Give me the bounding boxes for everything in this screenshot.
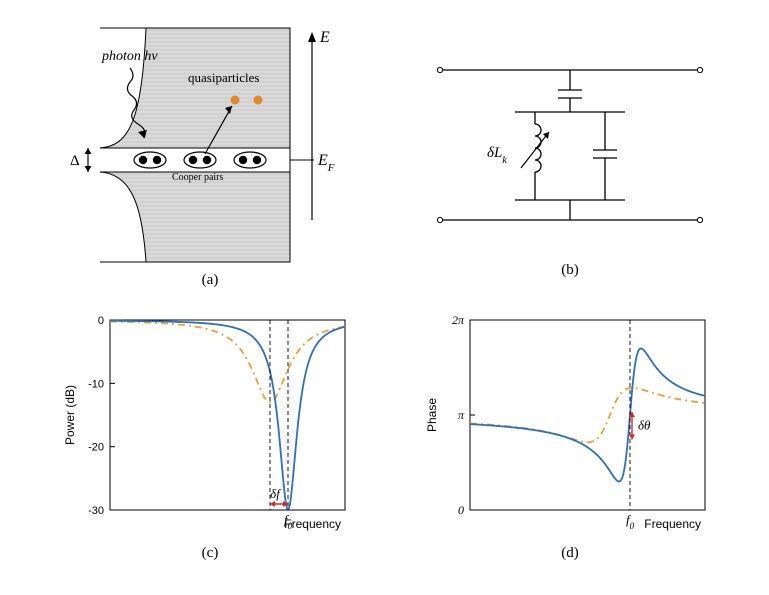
svg-text:quasiparticles: quasiparticles — [188, 70, 259, 85]
svg-text:δθ: δθ — [638, 418, 651, 433]
svg-text:-20: -20 — [88, 442, 104, 454]
svg-text:0: 0 — [458, 503, 464, 517]
svg-text:π: π — [458, 408, 465, 422]
svg-text:Frequency: Frequency — [284, 517, 341, 531]
svg-text:Phase: Phase — [425, 398, 439, 432]
panel-a-label: (a) — [60, 272, 360, 289]
svg-text:Cooper pairs: Cooper pairs — [172, 172, 223, 183]
svg-text:2π: 2π — [452, 313, 465, 327]
panel-c-power-plot: 0-10-20-30Power (dB)Frequencyf0δf — [60, 310, 360, 540]
svg-text:Δ: Δ — [70, 153, 80, 169]
svg-text:0: 0 — [98, 315, 104, 327]
svg-text:Power (dB): Power (dB) — [63, 385, 77, 445]
svg-text:δLk: δLk — [487, 145, 507, 166]
svg-text:-10: -10 — [88, 378, 104, 390]
panel-c-label: (c) — [60, 545, 360, 562]
svg-text:-30: -30 — [88, 505, 104, 517]
svg-text:photon hν: photon hν — [101, 49, 158, 64]
svg-text:E: E — [319, 29, 330, 46]
panel-d-phase-plot: 0 π 2π Phase Frequency f0 δθ — [420, 310, 720, 540]
svg-text:Frequency: Frequency — [644, 517, 701, 531]
panel-a-energy-diagram: E EF Cooper pairs quasiparticles photon hν Δ — [60, 20, 360, 270]
svg-text:f0: f0 — [626, 512, 635, 531]
panel-d-label: (d) — [420, 545, 720, 562]
svg-text:EF: EF — [317, 152, 335, 174]
svg-text:δf: δf — [270, 486, 282, 501]
panel-b-label: (b) — [420, 262, 720, 279]
panel-b-circuit: δLk — [420, 30, 720, 260]
